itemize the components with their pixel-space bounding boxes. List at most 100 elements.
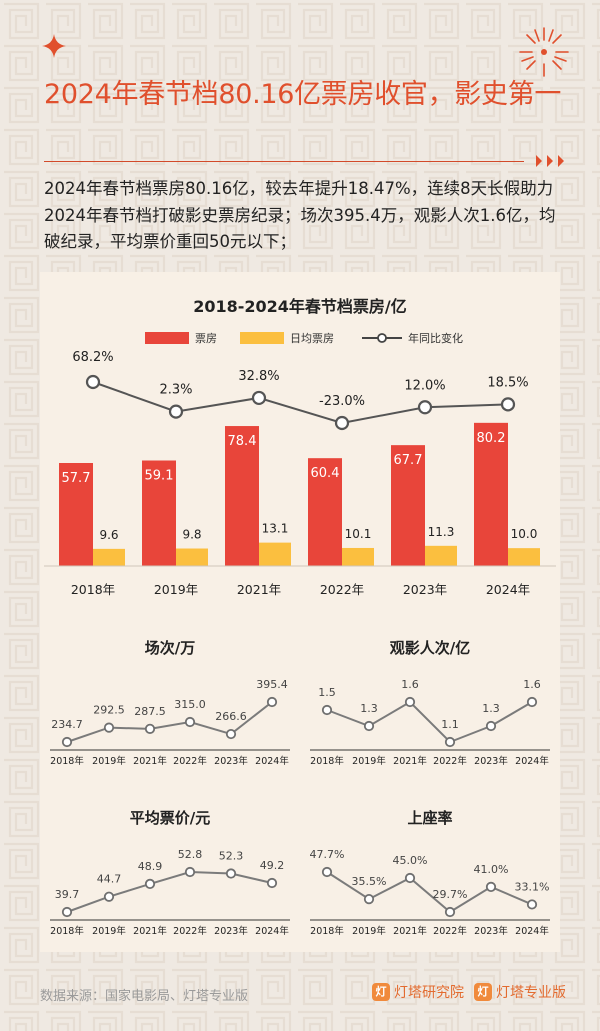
data-point bbox=[184, 716, 196, 728]
x-tick-label: 2018年 bbox=[50, 755, 84, 767]
data-point bbox=[526, 696, 538, 708]
bar-box-office bbox=[308, 458, 342, 566]
bar-daily bbox=[259, 542, 291, 566]
bar-daily bbox=[176, 548, 208, 566]
data-point bbox=[404, 872, 416, 884]
label-yoy: 18.5% bbox=[487, 375, 528, 390]
bar-box-office bbox=[59, 463, 93, 566]
x-tick-label: 2018年 bbox=[310, 925, 344, 937]
data-label: 49.2 bbox=[260, 859, 285, 872]
data-label: 41.0% bbox=[474, 863, 509, 876]
label-yoy: 68.2% bbox=[72, 350, 113, 365]
bar-box-office bbox=[474, 422, 508, 566]
small-chart-occupancy: 上座率 47.7% 35.5% 45.0% 29.7% 41.0% 33.1% 2018年 20… bbox=[310, 809, 550, 937]
data-point bbox=[485, 720, 497, 732]
x-tick-label: 2022年 bbox=[433, 755, 467, 767]
label-yoy: -23.0% bbox=[319, 394, 365, 409]
data-label: 315.0 bbox=[174, 698, 206, 711]
data-label: 1.6 bbox=[523, 678, 541, 691]
data-label: 292.5 bbox=[93, 704, 125, 717]
chart-title: 2018-2024年春节档票房/亿 bbox=[193, 297, 407, 316]
bar-box-office bbox=[142, 460, 176, 566]
x-tick-label: 2021年 bbox=[393, 755, 427, 767]
point-yoy bbox=[251, 390, 267, 406]
bar-label-box-office: 57.7 bbox=[62, 471, 91, 486]
bar-label-daily: 10.0 bbox=[511, 527, 538, 541]
x-tick-label: 2019年 bbox=[92, 755, 126, 767]
series-line bbox=[326, 700, 533, 744]
bar-daily bbox=[508, 548, 540, 566]
x-tick-label: 2023年 bbox=[214, 755, 248, 767]
data-point bbox=[404, 696, 416, 708]
x-tick-label: 2022年 bbox=[173, 925, 207, 937]
data-label: 234.7 bbox=[51, 718, 83, 731]
label-yoy: 12.0% bbox=[404, 378, 445, 393]
chart-title: 观影人次/亿 bbox=[390, 639, 470, 657]
data-label: 52.3 bbox=[219, 850, 244, 863]
x-tick-label: 2022年 bbox=[320, 582, 364, 597]
x-tick-label: 2023年 bbox=[214, 925, 248, 937]
small-chart-admissions: 观影人次/亿 1.5 1.3 1.6 1.1 1.3 1.6 2018年 2019年 2021年 2… bbox=[310, 639, 550, 767]
bar-label-daily: 13.1 bbox=[262, 522, 289, 536]
x-tick-label: 2022年 bbox=[173, 755, 207, 767]
brand-research-label: 灯塔研究院 bbox=[394, 985, 464, 1001]
data-label: 35.5% bbox=[352, 875, 387, 888]
data-label: 44.7 bbox=[97, 873, 122, 886]
x-tick-label: 2018年 bbox=[71, 582, 115, 597]
data-point bbox=[363, 894, 375, 905]
data-point bbox=[321, 866, 333, 878]
data-point bbox=[321, 704, 333, 716]
data-label: 45.0% bbox=[393, 854, 428, 867]
label-yoy: 2.3% bbox=[159, 383, 192, 398]
data-point bbox=[363, 720, 375, 732]
x-tick-label: 2019年 bbox=[352, 925, 386, 937]
x-tick-label: 2021年 bbox=[133, 925, 167, 937]
data-point bbox=[61, 736, 73, 748]
point-yoy bbox=[334, 415, 350, 431]
firework-icon bbox=[519, 27, 569, 77]
small-chart-screenings: 场次/万 234.7 292.5 287.5 315.0 266.6 395.4 2018年 2… bbox=[50, 639, 290, 767]
x-tick-label: 2022年 bbox=[433, 925, 467, 937]
bar-label-box-office: 67.7 bbox=[394, 453, 423, 468]
data-point bbox=[103, 722, 115, 733]
legend-label-yoy: 年同比变化 bbox=[408, 331, 463, 345]
data-point bbox=[485, 881, 497, 892]
series-line bbox=[66, 870, 273, 913]
x-tick-label: 2021年 bbox=[133, 755, 167, 767]
data-label: 1.6 bbox=[401, 678, 419, 691]
data-point bbox=[144, 878, 156, 890]
data-label: 1.5 bbox=[318, 686, 336, 699]
x-tick-label: 2024年 bbox=[255, 755, 289, 767]
legend-label-daily: 日均票房 bbox=[290, 332, 334, 345]
lighthouse-logo-icon: 灯 bbox=[372, 983, 390, 1001]
x-tick-label: 2019年 bbox=[154, 582, 198, 597]
bar-label-daily: 9.8 bbox=[182, 528, 201, 542]
data-point bbox=[61, 906, 73, 918]
source-note: 数据来源：国家电影局、灯塔专业版 bbox=[40, 989, 249, 1004]
bar-daily bbox=[342, 547, 374, 566]
bar-box-office bbox=[225, 426, 259, 566]
x-tick-label: 2024年 bbox=[515, 755, 549, 767]
main-chart: 2018-2024年春节档票房/亿票房 日均票房 年同比变化 57.7 9.6 2018年… bbox=[44, 297, 556, 597]
data-label: 47.7% bbox=[310, 848, 345, 861]
lighthouse-pro-logo-icon: 灯 bbox=[474, 983, 492, 1001]
brand-pro-label: 灯塔专业版 bbox=[496, 985, 566, 1001]
title-divider bbox=[44, 161, 524, 162]
data-label: 287.5 bbox=[134, 705, 166, 718]
x-tick-label: 2018年 bbox=[50, 925, 84, 937]
data-point bbox=[266, 696, 278, 708]
point-yoy bbox=[168, 404, 184, 419]
bar-box-office bbox=[391, 445, 425, 566]
legend-swatch-box-office bbox=[145, 332, 189, 344]
chart-title: 场次/万 bbox=[145, 639, 195, 657]
point-yoy bbox=[85, 374, 101, 390]
data-label: 1.3 bbox=[482, 702, 500, 715]
data-point bbox=[444, 906, 456, 918]
x-tick-label: 2021年 bbox=[393, 925, 427, 937]
x-tick-label: 2024年 bbox=[486, 582, 530, 597]
x-tick-label: 2023年 bbox=[474, 925, 508, 937]
data-label: 266.6 bbox=[215, 710, 247, 723]
data-label: 39.7 bbox=[55, 888, 80, 901]
x-tick-label: 2018年 bbox=[310, 755, 344, 767]
chart-panel bbox=[40, 272, 560, 952]
